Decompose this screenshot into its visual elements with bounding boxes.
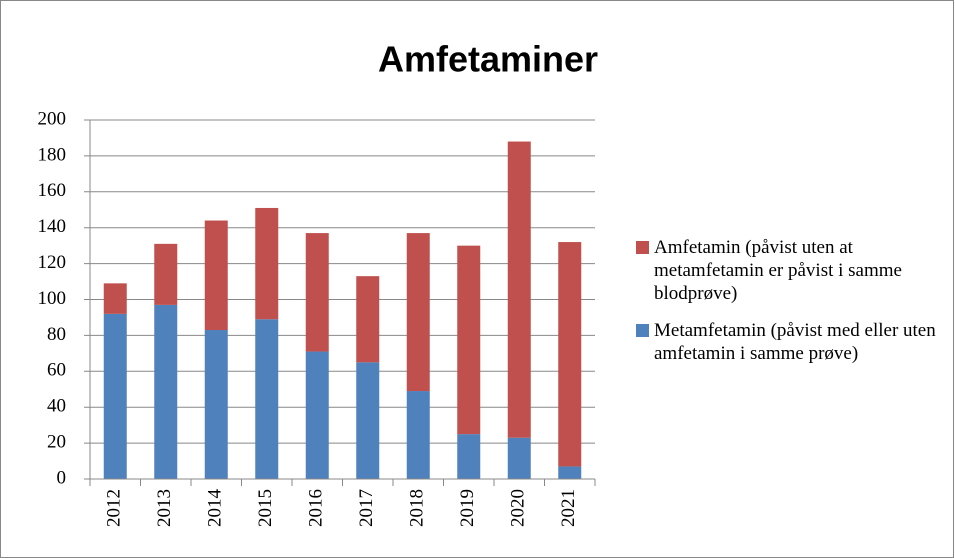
bar (457, 434, 481, 479)
bar (204, 330, 228, 479)
x-tick-label: 2017 (356, 489, 377, 527)
bar (103, 313, 127, 479)
bar (204, 220, 228, 331)
y-tick-label: 0 (57, 467, 67, 488)
bar (558, 242, 582, 467)
x-tick-label: 2013 (154, 489, 175, 527)
chart-title: Amfetaminer (378, 39, 598, 80)
legend-label: Metamfetamin (påvist med eller uten amfe… (654, 320, 936, 364)
bar (356, 362, 380, 479)
bar (154, 243, 178, 305)
legend-item: Metamfetamin (påvist med eller uten amfe… (636, 319, 946, 365)
x-tick-label: 2012 (104, 489, 125, 527)
bar (507, 141, 531, 438)
x-tick-label: 2018 (407, 489, 428, 527)
bar (305, 351, 329, 479)
y-tick-label: 180 (38, 144, 67, 165)
bar (406, 391, 430, 479)
legend: Amfetamin (påvist uten at metamfetamin e… (636, 236, 946, 379)
y-tick-label: 40 (47, 396, 66, 417)
bar (457, 245, 481, 435)
x-tick-label: 2016 (306, 489, 327, 527)
legend-swatch (636, 324, 649, 337)
bar (305, 233, 329, 352)
x-tick-label: 2015 (255, 489, 276, 527)
y-tick-label: 160 (38, 180, 67, 201)
bar (558, 466, 582, 479)
x-tick-label: 2019 (457, 489, 478, 527)
x-tick-label: 2020 (508, 489, 529, 527)
x-tick-label: 2021 (558, 489, 579, 527)
y-tick-label: 200 (38, 108, 67, 129)
y-tick-label: 140 (38, 216, 67, 237)
bar (154, 304, 178, 479)
bar (255, 319, 279, 479)
bar (103, 283, 127, 314)
bar (255, 207, 279, 320)
bar (406, 233, 430, 392)
bar (356, 276, 380, 363)
y-tick-label: 120 (38, 252, 67, 273)
legend-label: Amfetamin (påvist uten at metamfetamin e… (654, 237, 902, 304)
legend-item: Amfetamin (påvist uten at metamfetamin e… (636, 236, 946, 305)
bar (507, 437, 531, 479)
x-tick-label: 2014 (205, 489, 226, 528)
y-tick-label: 20 (47, 431, 66, 452)
legend-swatch (636, 241, 649, 254)
y-tick-label: 80 (47, 324, 66, 345)
y-tick-label: 60 (47, 360, 66, 381)
y-tick-label: 100 (38, 288, 67, 309)
